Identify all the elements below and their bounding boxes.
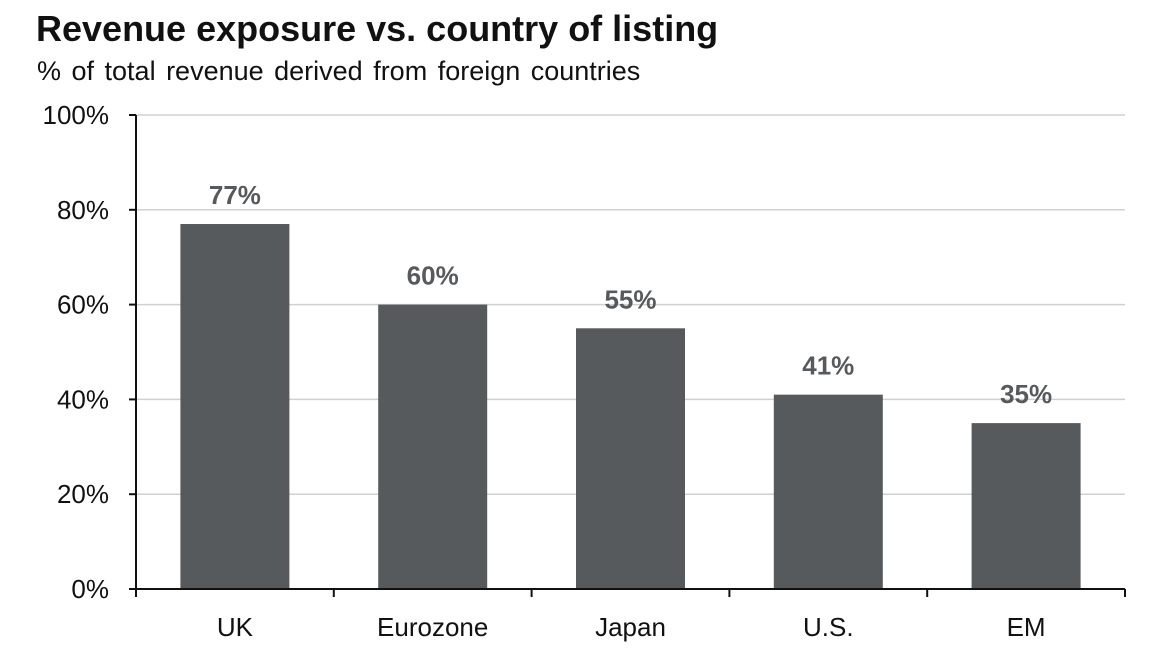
axes bbox=[129, 114, 1126, 597]
y-tick-label: 60% bbox=[57, 290, 109, 320]
y-tick-label: 20% bbox=[57, 479, 109, 509]
bar-eurozone bbox=[378, 304, 488, 589]
data-label: 41% bbox=[802, 351, 854, 381]
y-tick-label: 80% bbox=[57, 195, 109, 225]
bar-em bbox=[971, 423, 1081, 589]
chart-subtitle: % of total revenue derived from foreign … bbox=[37, 56, 641, 86]
bar-japan bbox=[576, 328, 685, 589]
x-tick-label: UK bbox=[217, 612, 254, 642]
data-labels: 77% 60% 55% 41% 35% bbox=[209, 180, 1052, 409]
data-label: 55% bbox=[604, 284, 656, 314]
data-label: 77% bbox=[209, 180, 261, 210]
y-tick-label: 100% bbox=[43, 100, 110, 130]
bar-u-s bbox=[773, 394, 883, 589]
y-tick-label: 0% bbox=[71, 574, 109, 604]
bar-uk bbox=[180, 224, 290, 589]
y-tick-label: 40% bbox=[57, 384, 109, 414]
chart-title: Revenue exposure vs. country of listing bbox=[36, 8, 719, 49]
data-label: 35% bbox=[1000, 379, 1052, 409]
x-tick-labels: UK Eurozone Japan U.S. EM bbox=[217, 612, 1046, 642]
y-tick-labels: 0% 20% 40% 60% 80% 100% bbox=[43, 100, 110, 604]
bars bbox=[180, 224, 1081, 589]
x-tick-label: Japan bbox=[595, 612, 666, 642]
data-label: 60% bbox=[407, 261, 459, 291]
x-tick-label: U.S. bbox=[803, 612, 854, 642]
x-tick-label: EM bbox=[1007, 612, 1046, 642]
x-tick-label: Eurozone bbox=[377, 612, 488, 642]
